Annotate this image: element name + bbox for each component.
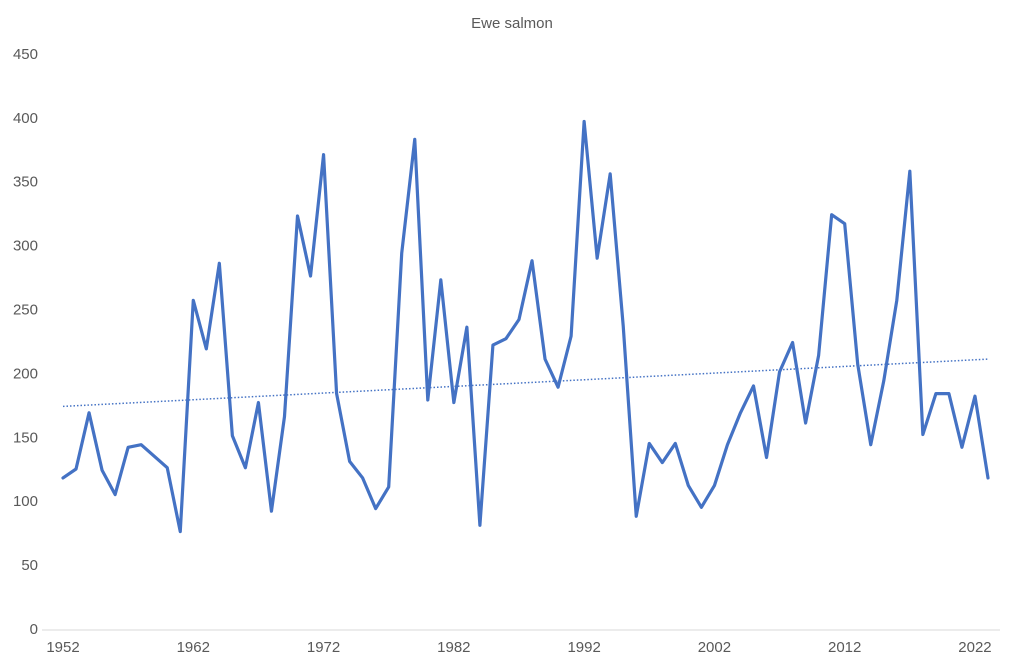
x-tick-label: 1982: [437, 639, 470, 656]
y-tick-label: 400: [13, 110, 38, 127]
trend-line: [62, 358, 989, 408]
y-tick-label: 300: [13, 238, 38, 255]
x-tick-label: 2012: [828, 639, 861, 656]
x-tick-label: 2002: [698, 639, 731, 656]
x-tick-label: 2022: [958, 639, 991, 656]
y-tick-label: 350: [13, 174, 38, 191]
x-tick-label: 1962: [177, 639, 210, 656]
y-tick-label: 200: [13, 365, 38, 382]
y-tick-label: 450: [13, 46, 38, 63]
y-tick-label: 0: [30, 621, 38, 638]
data-line: [61, 119, 990, 534]
y-tick-label: 150: [13, 429, 38, 446]
chart-title: Ewe salmon: [471, 15, 553, 32]
x-tick-label: 1992: [567, 639, 600, 656]
y-tick-label: 100: [13, 493, 38, 510]
y-tick-label: 250: [13, 302, 38, 319]
x-tick-label: 1972: [307, 639, 340, 656]
x-tick-label: 1952: [46, 639, 79, 656]
y-tick-label: 50: [21, 557, 38, 574]
